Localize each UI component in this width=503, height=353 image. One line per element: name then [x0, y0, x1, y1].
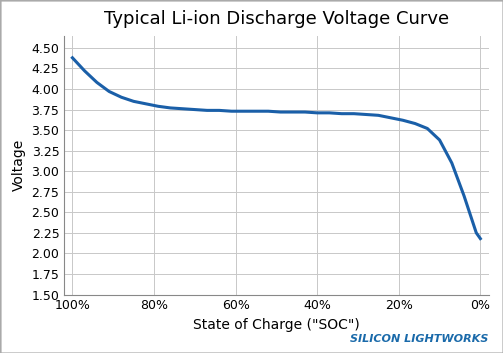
- X-axis label: State of Charge ("SOC"): State of Charge ("SOC"): [193, 318, 360, 332]
- Text: SILICON LIGHTWORKS: SILICON LIGHTWORKS: [350, 334, 488, 344]
- Title: Typical Li-ion Discharge Voltage Curve: Typical Li-ion Discharge Voltage Curve: [104, 11, 449, 29]
- Y-axis label: Voltage: Voltage: [12, 139, 26, 191]
